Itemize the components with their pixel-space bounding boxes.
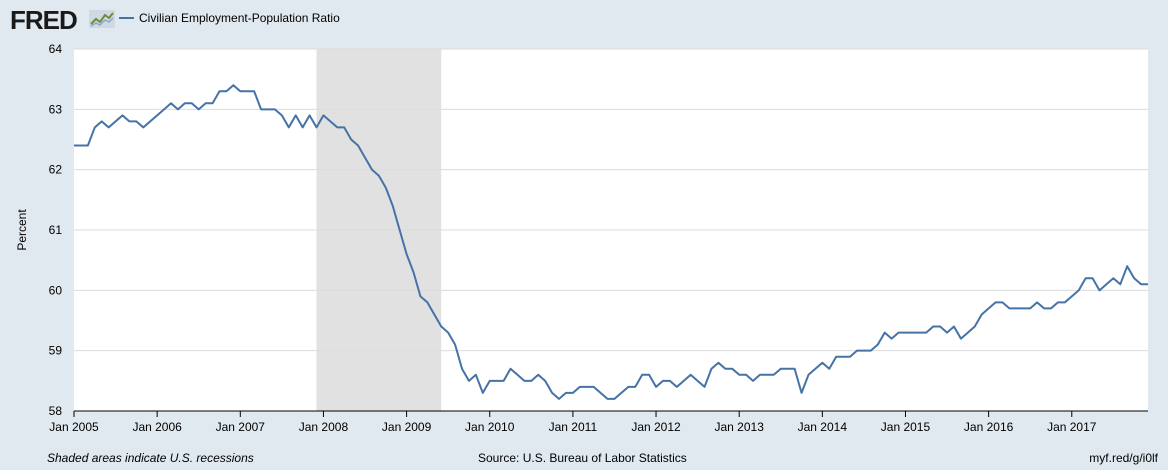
x-tick-label: Jan 2012 (631, 420, 681, 434)
recession-note: Shaded areas indicate U.S. recessions (47, 451, 254, 465)
x-tick-label: Jan 2014 (798, 420, 848, 434)
fred-logo[interactable]: FRED (10, 5, 78, 35)
source-text: Source: U.S. Bureau of Labor Statistics (478, 451, 687, 465)
chart-header: FRED Civilian Employment-Population Rati… (0, 0, 1168, 40)
x-tick-label: Jan 2015 (881, 420, 931, 434)
x-tick-label: Jan 2016 (964, 420, 1014, 434)
y-tick-label: 59 (49, 344, 63, 358)
y-tick-label: 58 (49, 404, 63, 418)
series-line (74, 84, 1148, 400)
fred-logo-graph-icon (89, 10, 115, 28)
y-axis-label: Percent (15, 209, 29, 251)
y-tick-label: 60 (49, 283, 63, 297)
x-tick-label: Jan 2009 (382, 420, 432, 434)
x-tick-label: Jan 2005 (49, 420, 99, 434)
short-link[interactable]: myf.red/g/i0lf (1089, 451, 1158, 465)
x-tick-label: Jan 2008 (299, 420, 349, 434)
x-tick-label: Jan 2007 (216, 420, 266, 434)
y-tick-label: 63 (49, 102, 63, 116)
x-tick-label: Jan 2017 (1047, 420, 1097, 434)
y-tick-label: 64 (49, 42, 63, 56)
x-tick-label: Jan 2006 (132, 420, 182, 434)
legend-swatch (119, 17, 134, 19)
legend-label: Civilian Employment-Population Ratio (139, 11, 340, 25)
x-tick-label: Jan 2013 (714, 420, 764, 434)
x-tick-label: Jan 2011 (549, 420, 598, 434)
y-tick-label: 62 (49, 163, 63, 177)
y-tick-label: 61 (49, 223, 63, 237)
legend[interactable]: Civilian Employment-Population Ratio (119, 11, 340, 25)
x-tick-label: Jan 2010 (465, 420, 515, 434)
